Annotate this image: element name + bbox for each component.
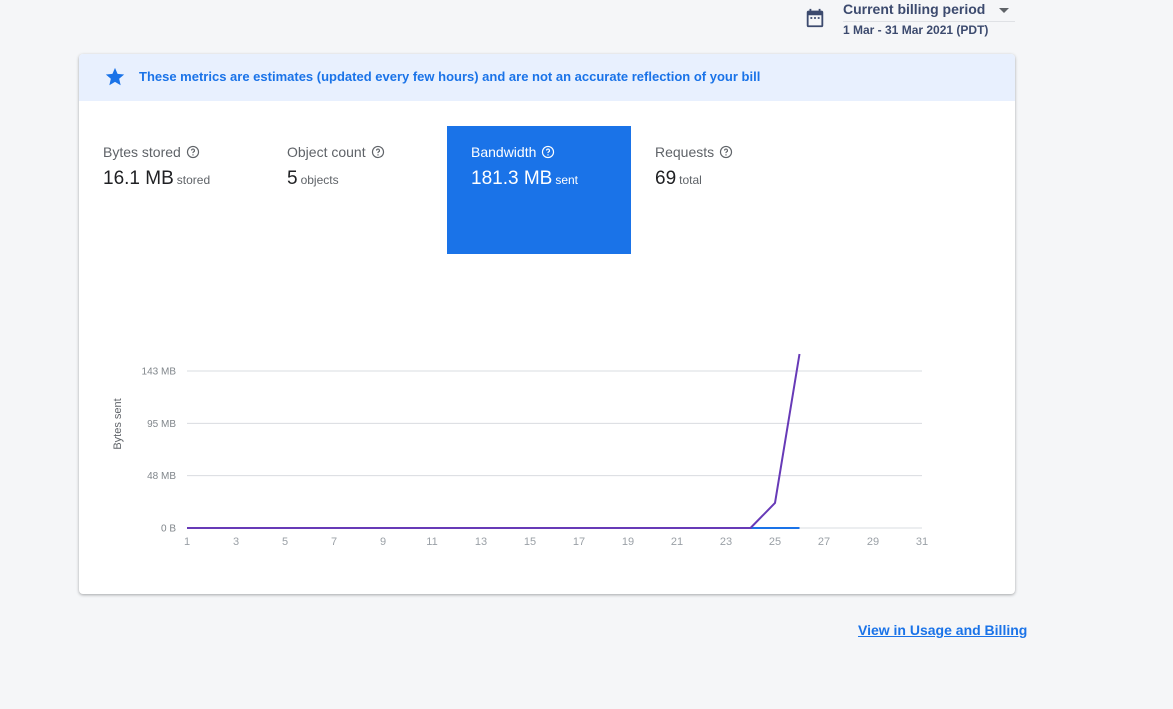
metric-label-row: Object count	[287, 144, 385, 160]
star-icon	[105, 67, 125, 86]
y-tick-label: 95 MB	[147, 419, 176, 430]
x-tick-label: 27	[818, 536, 830, 548]
chevron-down-icon[interactable]	[999, 8, 1009, 13]
x-tick-label: 13	[475, 536, 487, 548]
metric-bandwidth[interactable]: Bandwidth 181.3 MB sent	[447, 126, 631, 254]
metric-label: Bandwidth	[471, 144, 537, 160]
metric-unit: objects	[300, 173, 339, 187]
metric-object-count[interactable]: Object count 5 objects	[263, 126, 447, 254]
help-icon[interactable]	[186, 145, 200, 159]
usage-card: These metrics are estimates (updated eve…	[79, 54, 1015, 594]
y-tick-label: 48 MB	[147, 471, 176, 482]
metric-value: 69	[655, 168, 677, 189]
x-tick-label: 7	[331, 536, 337, 548]
x-tick-label: 23	[720, 536, 732, 548]
metric-unit: total	[679, 173, 702, 187]
x-tick-label: 31	[916, 536, 928, 548]
help-icon[interactable]	[719, 145, 733, 159]
banner-message: These metrics are estimates (updated eve…	[139, 69, 761, 84]
x-tick-label: 11	[426, 536, 437, 548]
metric-label-row: Requests	[655, 144, 733, 160]
metric-value: 181.3 MB	[471, 168, 553, 189]
billing-period-selector: Current billing period 1 Mar - 31 Mar 20…	[804, 0, 1016, 40]
y-axis-label: Bytes sent	[112, 398, 124, 449]
calendar-icon	[806, 8, 824, 28]
metric-value-row: 5 objects	[287, 168, 339, 190]
x-tick-label: 19	[622, 536, 634, 548]
y-tick-label: 0 B	[161, 524, 176, 535]
x-tick-label: 29	[867, 536, 879, 548]
x-tick-label: 9	[380, 536, 386, 548]
y-tick-label: 143 MB	[142, 367, 177, 378]
estimate-banner: These metrics are estimates (updated eve…	[79, 54, 1015, 101]
help-icon[interactable]	[371, 145, 385, 159]
metric-label: Requests	[655, 144, 715, 160]
view-usage-billing-link[interactable]: View in Usage and Billing	[858, 622, 1028, 638]
metric-requests[interactable]: Requests 69 total	[631, 126, 815, 254]
x-tick-label: 3	[233, 536, 239, 548]
billing-period-dropdown[interactable]: Current billing period	[843, 0, 1015, 22]
metric-value-row: 16.1 MB stored	[103, 168, 210, 190]
x-tick-label: 21	[671, 536, 683, 548]
x-tick-label: 15	[524, 536, 536, 548]
x-tick-label: 17	[573, 536, 585, 548]
metric-label: Bytes stored	[103, 144, 181, 160]
x-tick-label: 5	[282, 536, 288, 548]
x-tick-label: 25	[769, 536, 781, 548]
metric-label-row: Bandwidth	[471, 144, 555, 160]
metric-unit: sent	[555, 173, 579, 187]
x-tick-label: 1	[184, 536, 190, 548]
metric-value: 5	[287, 168, 298, 189]
metric-bytes-stored[interactable]: Bytes stored 16.1 MB stored	[79, 126, 263, 254]
series-line	[187, 353, 801, 529]
metric-value-row: 69 total	[655, 168, 702, 190]
billing-period-range: 1 Mar - 31 Mar 2021 (PDT)	[843, 23, 989, 37]
metric-value: 16.1 MB	[103, 168, 174, 189]
metric-label-row: Bytes stored	[103, 144, 200, 160]
help-icon[interactable]	[541, 145, 555, 159]
metric-label: Object count	[287, 144, 366, 160]
billing-period-label: Current billing period	[843, 1, 986, 17]
metric-value-row: 181.3 MB sent	[471, 168, 578, 190]
metric-unit: stored	[176, 173, 211, 187]
